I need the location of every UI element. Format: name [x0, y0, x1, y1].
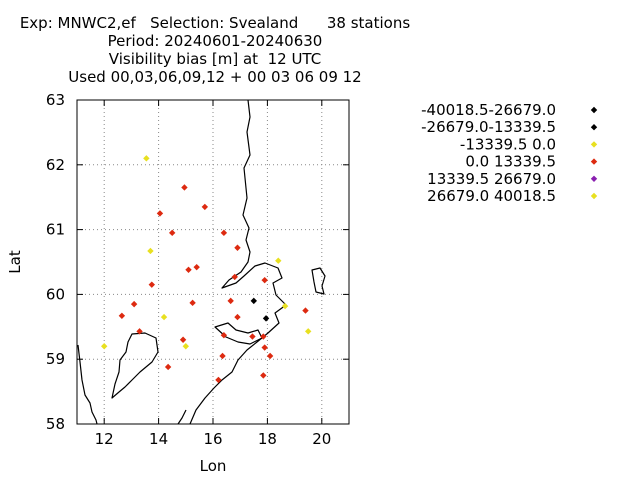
title-line-4: Used 00,03,06,09,12 + 00 03 06 09 12	[68, 68, 362, 86]
x-tick-label-4: 20	[312, 430, 331, 448]
y-tick-label-5: 63	[46, 91, 65, 109]
data-point-0-0	[250, 297, 257, 305]
data-point-2-18	[220, 332, 228, 339]
x-tick-label-1: 14	[149, 430, 168, 448]
legend-marker-3	[590, 158, 598, 165]
data-point-2-9	[261, 276, 268, 284]
data-point-1-1	[147, 247, 154, 255]
data-point-2-15	[234, 313, 241, 321]
title-line-3: Visibility bias [m] at 12 UTC	[108, 50, 322, 68]
data-point-1-7	[305, 328, 312, 335]
data-point-2-0	[181, 184, 188, 191]
lake-vanern	[111, 332, 159, 399]
data-point-2-3	[169, 229, 176, 237]
lake-vattern	[177, 409, 187, 425]
legend-marker-5	[590, 192, 598, 200]
data-point-2-13	[227, 297, 234, 305]
data-point-0-1	[262, 315, 270, 322]
data-point-2-22	[261, 344, 268, 351]
y-tick-label-0: 58	[46, 415, 65, 433]
legend-label-3: 0.0 13339.5	[465, 153, 556, 171]
y-axis-label: Lat	[6, 250, 24, 274]
legend-label-4: 13339.5 26679.0	[427, 170, 556, 188]
data-point-2-23	[266, 352, 274, 360]
data-point-2-24	[219, 352, 226, 360]
data-point-2-8	[231, 273, 238, 281]
chart-title-block: Exp: MNWC2,ef Selection: Svealand 38 sta…	[0, 14, 430, 86]
data-point-1-3	[182, 343, 189, 350]
title-line-1: Exp: MNWC2,ef Selection: Svealand 38 sta…	[19, 14, 411, 32]
data-point-2-17	[136, 328, 143, 335]
data-point-2-4	[220, 229, 228, 237]
data-point-2-20	[260, 333, 267, 340]
legend-label-0: -40018.5-26679.0	[421, 101, 556, 119]
legend-marker-4	[590, 175, 598, 182]
data-point-2-26	[260, 372, 267, 379]
data-point-2-5	[234, 244, 241, 251]
data-point-2-25	[164, 363, 172, 371]
data-point-2-21	[179, 336, 187, 343]
data-point-2-27	[215, 376, 222, 384]
y-tick-label-4: 62	[46, 156, 65, 174]
axis-tick-labels: 12 14 16 18 20 58 59 60 61 62 63	[46, 91, 331, 448]
legend-marker-2	[590, 141, 598, 148]
title-line-2: Period: 20240601-20240630	[107, 32, 323, 50]
x-tick-label-2: 16	[203, 430, 222, 448]
data-point-2-1	[201, 203, 209, 211]
data-point-2-16	[302, 307, 309, 314]
coastline	[77, 99, 326, 425]
legend: -40018.5-26679.0-26679.0-13339.5-13339.5…	[421, 101, 598, 205]
data-point-1-5	[275, 257, 282, 264]
x-tick-label-0: 12	[95, 430, 114, 448]
data-point-1-4	[101, 343, 108, 350]
x-axis-label: Lon	[200, 457, 227, 475]
y-tick-label-2: 60	[46, 285, 65, 303]
legend-marker-0	[590, 106, 598, 114]
y-tick-label-3: 61	[46, 221, 65, 239]
legend-label-5: 26679.0 40018.5	[427, 187, 556, 205]
lake-malaren	[214, 322, 263, 345]
data-point-2-14	[118, 312, 126, 319]
y-tick-label-1: 59	[46, 350, 65, 368]
axis-ticks	[77, 99, 349, 425]
coastline-island	[311, 267, 326, 295]
x-tick-label-3: 18	[258, 430, 277, 448]
legend-marker-1	[590, 124, 598, 131]
data-point-2-11	[130, 300, 138, 308]
coastline-baltic	[189, 99, 287, 425]
data-point-2-19	[249, 333, 256, 340]
data-point-2-6	[185, 266, 192, 273]
data-point-2-7	[193, 263, 200, 271]
data-points	[101, 155, 312, 384]
data-point-1-6	[281, 302, 289, 310]
data-point-2-12	[189, 299, 196, 307]
data-point-2-10	[148, 281, 155, 288]
data-point-2-2	[156, 210, 164, 217]
legend-label-2: -13339.5 0.0	[460, 135, 556, 153]
legend-label-1: -26679.0-13339.5	[421, 118, 556, 136]
coastline-west	[77, 344, 98, 425]
data-point-1-0	[143, 155, 150, 162]
data-point-1-2	[160, 313, 168, 321]
grid-lines	[77, 100, 349, 424]
